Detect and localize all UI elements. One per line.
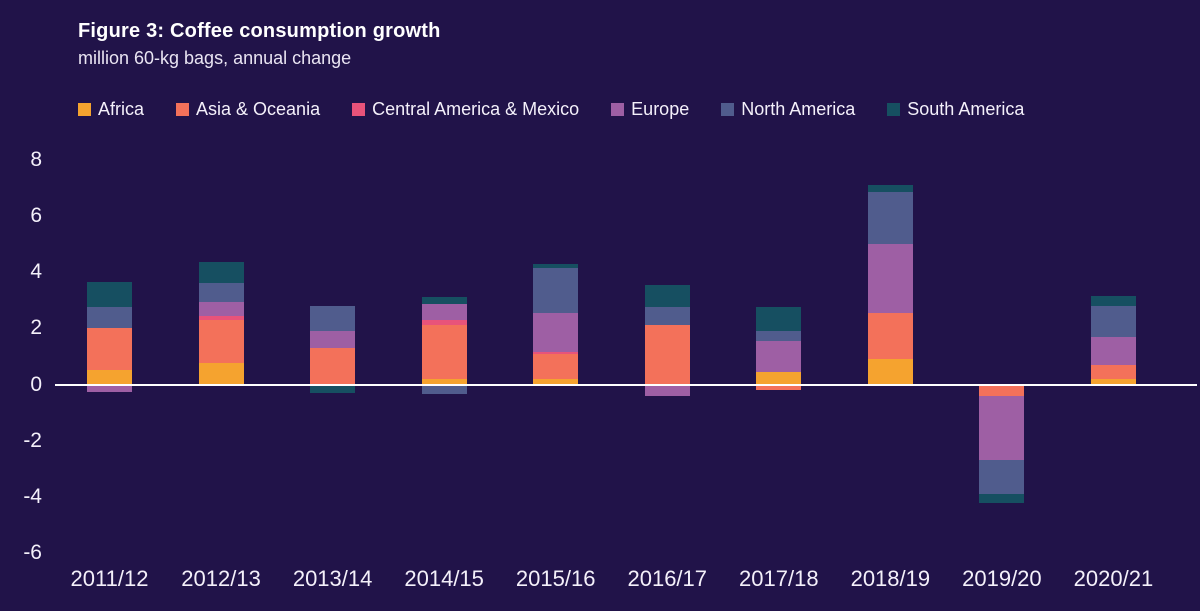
bar-segment-north-america-2011-12 bbox=[87, 307, 132, 329]
bar-segment-africa-2020-21 bbox=[1090, 378, 1136, 385]
x-axis-label-2015-16: 2015/16 bbox=[515, 566, 596, 591]
x-axis-label-2011-12: 2011/12 bbox=[70, 566, 149, 591]
legend-item-north-america: North America bbox=[721, 99, 855, 120]
y-axis-tick-label: -6 bbox=[23, 541, 42, 565]
bar-segment-south-america-2019-20 bbox=[979, 494, 1025, 503]
bar-segment-europe-2011-12 bbox=[87, 384, 132, 392]
legend-swatch-central-america-mexico bbox=[352, 103, 366, 116]
legend-label: Asia & Oceania bbox=[196, 99, 321, 119]
bar-segment-south-america-2017-18 bbox=[756, 307, 802, 332]
bar-segment-africa-2018-19 bbox=[867, 359, 913, 385]
bar-segment-asia-oceania-2019-20 bbox=[979, 384, 1025, 396]
x-axis-label-2013-14: 2013/14 bbox=[292, 566, 373, 591]
x-axis-label-2020-21: 2020/21 bbox=[1073, 566, 1154, 591]
x-axis-label-2016-17: 2016/17 bbox=[627, 566, 708, 591]
x-axis-label-2017-18: 2017/18 bbox=[739, 566, 819, 591]
bar-segment-africa-2015-16 bbox=[533, 378, 579, 385]
bar-segment-africa-2017-18 bbox=[756, 371, 802, 385]
legend-label: Europe bbox=[631, 99, 690, 119]
bar-segment-europe-2018-19 bbox=[867, 244, 913, 313]
bar-segment-asia-oceania-2018-19 bbox=[867, 312, 913, 360]
y-axis-tick-label: -2 bbox=[23, 428, 42, 452]
legend-label: South America bbox=[907, 99, 1025, 119]
legend-item-asia-oceania: Asia & Oceania bbox=[176, 99, 320, 120]
chart-title: Figure 3: Coffee consumption growth bbox=[78, 20, 441, 42]
legend-swatch-south-america bbox=[887, 103, 901, 116]
bar-segment-south-america-2015-16 bbox=[533, 263, 579, 268]
bar-segment-north-america-2017-18 bbox=[756, 331, 802, 341]
bar-segment-south-america-2014-15 bbox=[421, 297, 467, 305]
bar-segment-asia-oceania-2015-16 bbox=[533, 353, 579, 379]
bar-segment-europe-2013-14 bbox=[310, 331, 356, 348]
bar-segment-europe-2017-18 bbox=[756, 340, 802, 372]
legend-swatch-africa bbox=[78, 103, 91, 116]
bar-segment-asia-oceania-2011-12 bbox=[87, 328, 132, 371]
bar-segment-asia-oceania-2017-18 bbox=[756, 384, 802, 391]
bar-segment-central-america-mexico-2014-15 bbox=[421, 319, 467, 326]
bar-segment-north-america-2020-21 bbox=[1090, 305, 1136, 337]
bar-segment-south-america-2012-13 bbox=[198, 262, 244, 284]
bar-segment-europe-2014-15 bbox=[421, 304, 467, 320]
bar-segment-africa-2014-15 bbox=[421, 378, 467, 385]
bar-segment-north-america-2012-13 bbox=[198, 283, 244, 302]
legend-item-south-america: South America bbox=[887, 99, 1024, 120]
bar-segment-africa-2011-12 bbox=[87, 370, 132, 385]
legend-swatch-asia-oceania bbox=[176, 103, 190, 116]
y-axis-tick-label: 4 bbox=[30, 260, 42, 284]
legend-item-central-america-mexico: Central America & Mexico bbox=[352, 99, 579, 120]
x-axis-label-2012-13: 2012/13 bbox=[181, 566, 261, 591]
bar-segment-north-america-2014-15 bbox=[421, 384, 467, 395]
legend-swatch-europe bbox=[611, 103, 625, 116]
bar-segment-asia-oceania-2016-17 bbox=[644, 325, 690, 385]
bar-segment-europe-2016-17 bbox=[644, 384, 690, 396]
bar-segment-asia-oceania-2014-15 bbox=[421, 325, 467, 379]
legend-swatch-north-america bbox=[721, 103, 735, 116]
bar-segment-north-america-2015-16 bbox=[533, 267, 579, 313]
bar-segment-asia-oceania-2012-13 bbox=[198, 319, 244, 364]
bar-segment-south-america-2018-19 bbox=[867, 184, 913, 192]
y-axis-tick-label: -4 bbox=[23, 484, 42, 508]
chart-legend: Africa Asia & Oceania Central America & Me… bbox=[78, 99, 1024, 120]
bar-segment-north-america-2013-14 bbox=[310, 305, 356, 332]
bar-segment-central-america-mexico-2012-13 bbox=[198, 315, 244, 320]
legend-item-europe: Europe bbox=[611, 99, 689, 120]
bar-segment-europe-2015-16 bbox=[533, 312, 579, 353]
bar-segment-asia-oceania-2020-21 bbox=[1090, 364, 1136, 379]
bar-segment-europe-2019-20 bbox=[979, 395, 1025, 461]
bar-segment-north-america-2018-19 bbox=[867, 192, 913, 244]
legend-item-africa: Africa bbox=[78, 99, 144, 120]
legend-label: Central America & Mexico bbox=[372, 99, 580, 119]
bar-segment-south-america-2020-21 bbox=[1090, 295, 1136, 306]
bar-segment-south-america-2011-12 bbox=[87, 281, 132, 308]
bar-segment-central-america-mexico-2015-16 bbox=[533, 352, 579, 354]
bar-segment-asia-oceania-2013-14 bbox=[310, 347, 356, 385]
zero-baseline bbox=[55, 383, 1197, 386]
bar-segment-south-america-2013-14 bbox=[310, 384, 356, 393]
bar-segment-north-america-2019-20 bbox=[979, 460, 1025, 495]
bar-segment-south-america-2016-17 bbox=[644, 284, 690, 308]
bar-segment-africa-2012-13 bbox=[198, 363, 244, 385]
y-axis-tick-label: 6 bbox=[30, 203, 42, 227]
y-axis-tick-label: 8 bbox=[30, 147, 42, 171]
legend-label: North America bbox=[741, 99, 856, 119]
x-axis-label-2019-20: 2019/20 bbox=[962, 566, 1042, 591]
x-axis-label-2018-19: 2018/19 bbox=[850, 566, 931, 591]
bar-segment-europe-2020-21 bbox=[1090, 336, 1136, 365]
bar-segment-europe-2012-13 bbox=[198, 301, 244, 316]
chart-subtitle: million 60-kg bags, annual change bbox=[78, 48, 352, 68]
y-axis-tick-label: 0 bbox=[30, 372, 42, 396]
legend-label: Africa bbox=[98, 99, 145, 119]
bar-segment-north-america-2016-17 bbox=[644, 307, 690, 326]
x-axis-label-2014-15: 2014/15 bbox=[404, 566, 484, 591]
y-axis-tick-label: 2 bbox=[30, 316, 42, 340]
